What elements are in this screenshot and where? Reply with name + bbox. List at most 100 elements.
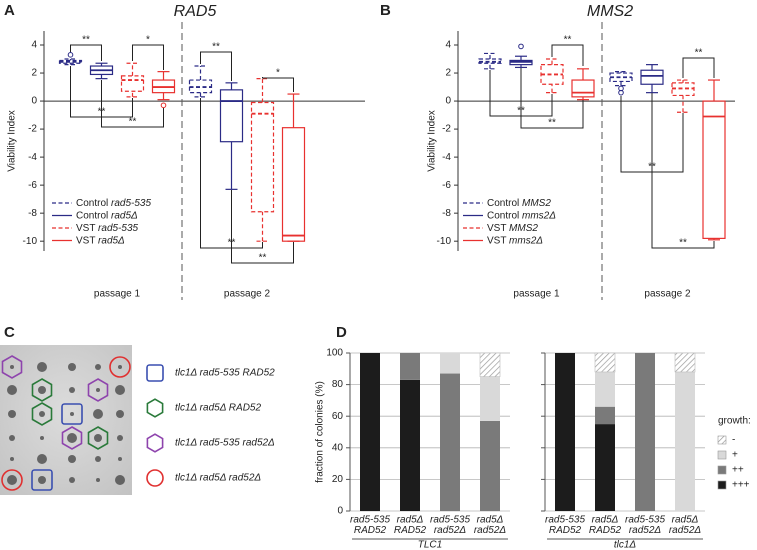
y-tick-label: 4: [445, 40, 451, 51]
legend-label: VST MMS2: [487, 223, 538, 234]
legend-label: VST rad5-535: [76, 223, 139, 234]
colony: [38, 386, 46, 394]
x-category-label: passage 1: [94, 289, 141, 300]
legend-label: Control rad5-535: [76, 198, 151, 209]
y-tick-label: 0: [337, 506, 343, 517]
significance-bracket: [101, 80, 164, 128]
colony: [94, 434, 102, 442]
significance-label: **: [212, 42, 220, 53]
bar-segment: [595, 406, 615, 425]
x-category-label: rad5-535: [350, 515, 390, 526]
outlier: [160, 102, 167, 109]
box: [702, 100, 726, 239]
outlier: [67, 52, 74, 58]
significance-label: **: [129, 117, 137, 128]
y-tick-label: -8: [442, 208, 451, 219]
colony-plate: [0, 345, 132, 495]
colony: [95, 456, 101, 462]
bar-segment: [635, 353, 655, 511]
colony: [95, 364, 101, 370]
bar-segment: [440, 353, 460, 374]
x-category-label: RAD52: [354, 525, 387, 536]
x-category-label: rad5Δ: [397, 515, 424, 526]
significance-bracket: [70, 44, 102, 61]
x-category-label: passage 2: [224, 289, 271, 300]
genotype-marker: [31, 378, 53, 402]
colony: [118, 365, 122, 369]
legend-label: Control mms2Δ: [487, 210, 556, 221]
chart-title: RAD5: [174, 3, 217, 20]
colony: [116, 410, 124, 418]
colony: [67, 433, 77, 443]
genotype-label: tlc1Δ rad5Δ RAD52: [175, 403, 261, 414]
colony: [37, 362, 47, 372]
bar-segment: [594, 352, 616, 373]
y-tick-label: 0: [445, 96, 451, 107]
bar-segment: [480, 376, 500, 421]
chart-title: MMS2: [587, 3, 633, 20]
x-category-label: rad5-535: [545, 515, 585, 526]
legend-label: VST rad5Δ: [76, 235, 125, 246]
colony: [39, 411, 45, 417]
significance-label: **: [548, 118, 556, 129]
bar-segment: [479, 352, 501, 378]
x-category-label: passage 1: [513, 289, 560, 300]
outlier: [618, 89, 624, 96]
bar-segment: [480, 420, 500, 511]
colony: [8, 410, 16, 418]
significance-bracket: [682, 57, 715, 78]
outlier: [518, 43, 524, 50]
bar-segment: [555, 353, 575, 511]
genotype-marker: [87, 426, 109, 450]
y-tick-label: -2: [442, 124, 451, 135]
legend-label: ++: [732, 465, 744, 476]
y-tick-label: -2: [28, 124, 37, 135]
y-tick-label: -10: [23, 236, 38, 247]
bar-segment: [360, 353, 380, 511]
y-tick-label: -8: [28, 208, 37, 219]
colony: [68, 363, 76, 371]
bar-segment: [674, 352, 696, 373]
bar-segment: [595, 424, 615, 511]
box: [120, 75, 145, 92]
x-category-label: rad52Δ: [629, 525, 662, 536]
y-tick-label: 60: [332, 411, 344, 422]
legend-label: +: [732, 450, 738, 461]
bar-segment: [440, 373, 460, 511]
x-category-label: RAD52: [549, 525, 582, 536]
y-tick-label: 20: [332, 474, 344, 485]
y-axis-label: fraction of colonies (%): [315, 381, 326, 483]
legend-label: -: [732, 435, 735, 446]
y-tick-label: -4: [442, 152, 451, 163]
y-tick-label: -4: [28, 152, 37, 163]
panel-label: B: [380, 2, 391, 19]
colony: [38, 476, 46, 484]
significance-label: *: [276, 68, 280, 79]
colony: [115, 475, 125, 485]
colony: [96, 478, 100, 482]
significance-label: **: [259, 253, 267, 264]
genotype-marker: [146, 433, 164, 453]
y-tick-label: 40: [332, 442, 344, 453]
significance-bracket: [551, 44, 584, 66]
colony: [68, 455, 76, 463]
legend-swatch: [717, 435, 727, 445]
y-tick-label: 80: [332, 379, 344, 390]
genotype-marker: [1, 355, 23, 379]
legend-label: Control rad5Δ: [76, 210, 138, 221]
genotype-marker: [31, 469, 53, 491]
box: [250, 101, 275, 213]
significance-bracket: [200, 51, 232, 81]
colony: [40, 436, 44, 440]
colony: [7, 475, 17, 485]
y-tick-label: -10: [437, 236, 452, 247]
colony: [69, 477, 75, 483]
significance-label: *: [146, 35, 150, 46]
x-category-label: rad5Δ: [672, 515, 699, 526]
box: [571, 79, 595, 98]
x-category-label: rad5-535: [625, 515, 665, 526]
legend-label: VST mms2Δ: [487, 235, 543, 246]
colony: [117, 435, 123, 441]
colony: [37, 454, 47, 464]
